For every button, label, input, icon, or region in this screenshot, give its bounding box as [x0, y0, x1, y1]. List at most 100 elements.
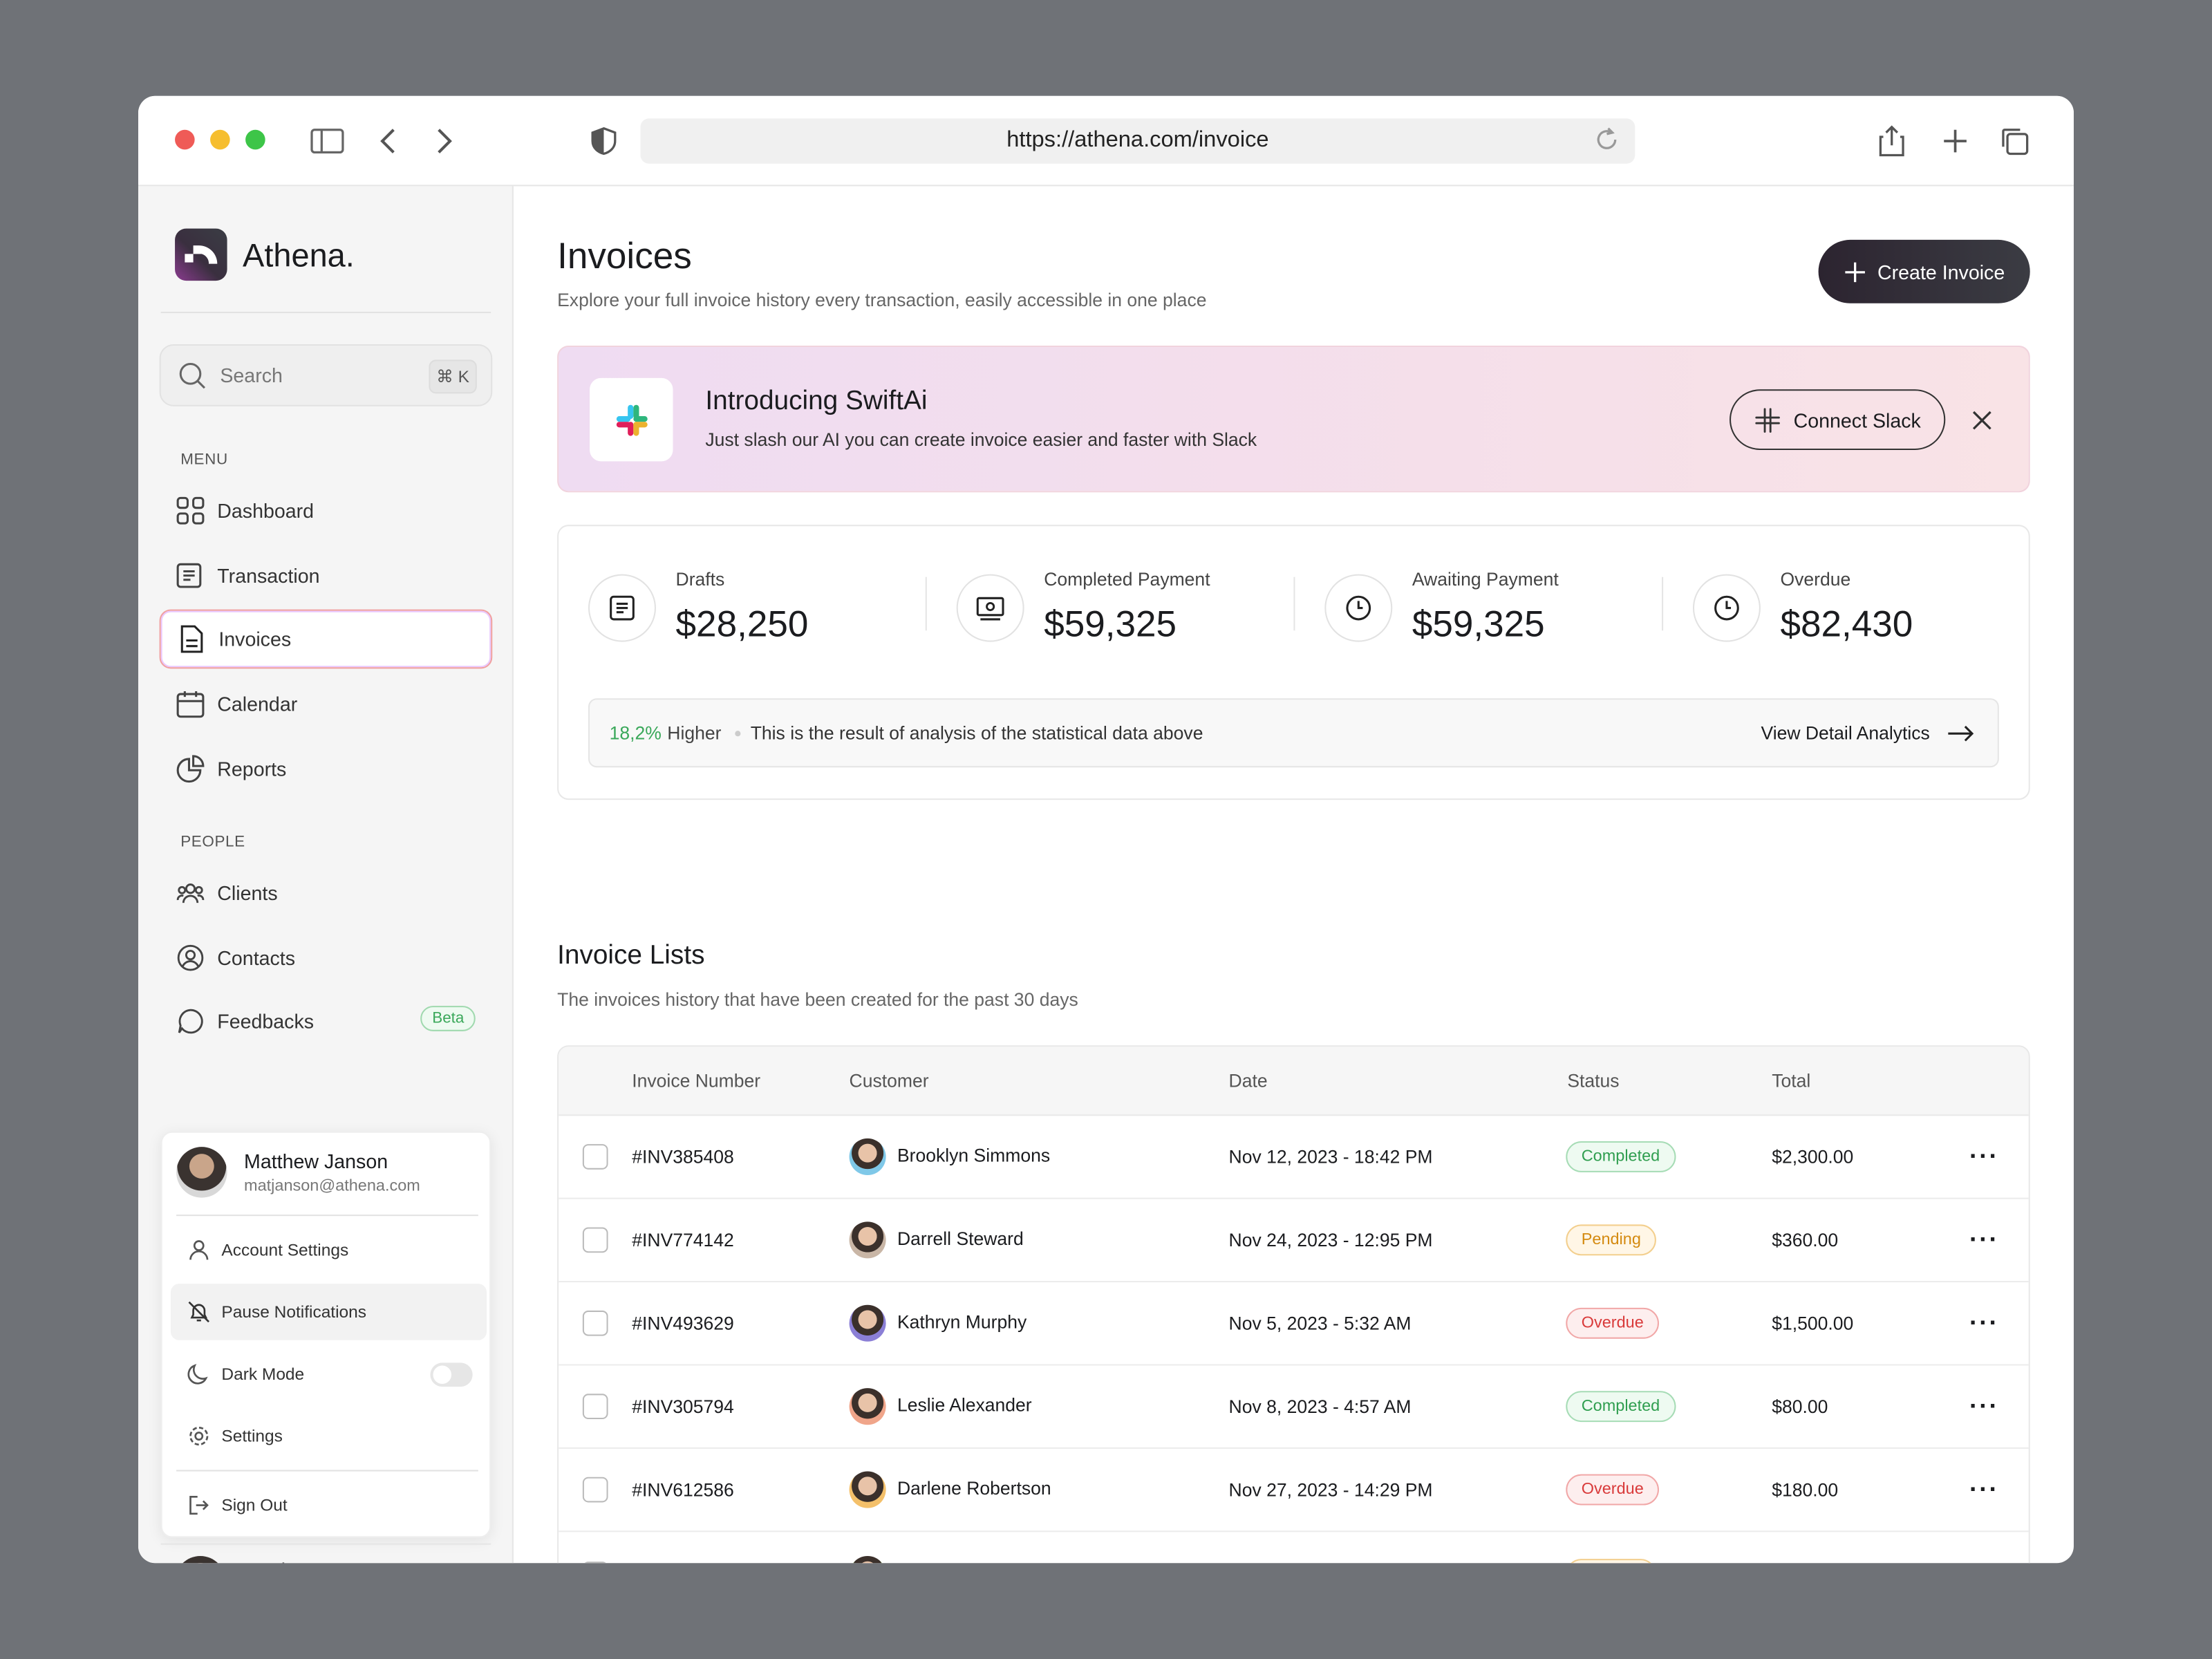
connect-slack-button[interactable]: Connect Slack — [1730, 389, 1946, 451]
grid-icon — [176, 496, 205, 525]
invoice-number[interactable]: #INV612586 — [632, 1479, 734, 1501]
pause-notifications-item[interactable]: Pause Notifications — [170, 1284, 487, 1340]
more-options-icon[interactable]: ··· — [1969, 1391, 1999, 1421]
back-icon[interactable] — [371, 124, 405, 158]
invoice-number[interactable]: #INV305794 — [632, 1396, 734, 1417]
tabs-overview-icon[interactable] — [1998, 124, 2032, 158]
stat-awaiting-payment: Awaiting Payment $59,325 — [1324, 568, 1677, 653]
invoice-number[interactable]: #INV493629 — [632, 1312, 734, 1334]
customer-name: Brooklyn Simmons — [897, 1144, 1051, 1166]
sidebar-item-transaction[interactable]: Transaction — [160, 546, 493, 606]
invoice-total: $2,300.00 — [1772, 1146, 1854, 1168]
address-bar[interactable]: https://athena.com/invoice — [640, 118, 1635, 164]
arrow-right-icon[interactable] — [1947, 724, 1975, 744]
customer: Darlene Robertson — [849, 1471, 1051, 1508]
more-options-icon[interactable]: ··· — [1969, 1142, 1999, 1170]
row-checkbox[interactable] — [582, 1144, 608, 1170]
status-badge: Pending — [1566, 1224, 1657, 1256]
customer-name: Kathryn Murphy — [897, 1311, 1027, 1333]
invoice-lists-subtitle: The invoices history that have been crea… — [557, 988, 1078, 1011]
row-checkbox[interactable] — [582, 1227, 608, 1253]
user-switcher[interactable]: Matthew Janson matjanson@athena.com — [160, 1543, 491, 1564]
view-detail-analytics-link[interactable]: View Detail Analytics — [1761, 722, 1930, 744]
avatar — [176, 1147, 227, 1198]
column-header[interactable]: Date — [1228, 1069, 1268, 1091]
sidebar-toggle-icon[interactable] — [310, 124, 344, 158]
stat-completed-payment: Completed Payment $59,325 — [956, 568, 1309, 653]
sidebar-item-label: Calendar — [217, 693, 298, 715]
invoice-number[interactable]: #INV385408 — [632, 1146, 734, 1168]
invoice-date: Nov 12, 2023 - 18:42 PM — [1228, 1146, 1433, 1168]
connect-slack-label: Connect Slack — [1793, 408, 1921, 431]
menu-heading: MENU — [180, 451, 228, 469]
search-placeholder: Search — [220, 364, 283, 387]
main-content: Invoices Explore your full invoice histo… — [514, 186, 2074, 1564]
invoice-date: Nov 5, 2023 - 5:32 AM — [1228, 1312, 1412, 1334]
invoice-date: Nov 8, 2023 - 4:57 AM — [1228, 1396, 1412, 1417]
sidebar-item-dashboard[interactable]: Dashboard — [160, 481, 493, 541]
sidebar-item-label: Dashboard — [217, 499, 315, 523]
close-window-button[interactable] — [175, 129, 195, 150]
shield-icon[interactable] — [587, 124, 621, 158]
status-badge: Overdue — [1566, 1474, 1660, 1506]
sign-out-item[interactable]: Sign Out — [171, 1477, 487, 1534]
column-header[interactable]: Status — [1567, 1069, 1620, 1091]
dark-mode-toggle[interactable] — [430, 1362, 473, 1387]
more-options-icon[interactable]: ··· — [1969, 1225, 1999, 1254]
account-settings-item[interactable]: Account Settings — [171, 1221, 487, 1278]
customer-name: Ronald Richards — [897, 1562, 1033, 1563]
share-icon[interactable] — [1875, 124, 1909, 158]
separator-dot — [735, 731, 741, 737]
create-invoice-button[interactable]: Create Invoice — [1818, 239, 2030, 303]
customer: Leslie Alexander — [849, 1388, 1032, 1425]
row-checkbox[interactable] — [582, 1561, 608, 1564]
customer: Ronald Richards — [849, 1555, 1033, 1564]
close-icon[interactable] — [1971, 409, 1994, 432]
forward-icon[interactable] — [427, 124, 461, 158]
customer: Brooklyn Simmons — [849, 1138, 1051, 1175]
minimize-window-button[interactable] — [210, 129, 230, 150]
sidebar-item-calendar[interactable]: Calendar — [160, 675, 493, 734]
maximize-window-button[interactable] — [245, 129, 265, 150]
sidebar-item-clients[interactable]: Clients — [160, 863, 493, 923]
divider — [1662, 577, 1664, 631]
search-input[interactable]: Search ⌘ K — [159, 344, 493, 406]
divider — [176, 1215, 478, 1217]
column-header[interactable]: Customer — [849, 1069, 929, 1091]
sidebar-item-feedbacks[interactable]: Feedbacks Beta — [160, 992, 493, 1051]
customer: Kathryn Murphy — [849, 1304, 1027, 1342]
user-name: Matthew Janson — [244, 1150, 388, 1172]
customer-name: Darrell Steward — [897, 1228, 1024, 1250]
menu-item-label: Sign Out — [221, 1495, 288, 1515]
column-header[interactable]: Total — [1772, 1069, 1811, 1091]
invoice-number[interactable]: #INV774142 — [632, 1229, 734, 1251]
more-options-icon[interactable]: ··· — [1969, 1559, 1999, 1563]
divider — [176, 1470, 478, 1472]
page-title: Invoices — [557, 234, 692, 276]
more-options-icon[interactable]: ··· — [1969, 1308, 1999, 1337]
stat-label: Drafts — [675, 568, 725, 590]
banner-text: Just slash our AI you can create invoice… — [705, 429, 1257, 451]
stat-value: $28,250 — [675, 602, 809, 645]
page-subtitle: Explore your full invoice history every … — [557, 289, 1207, 310]
row-checkbox[interactable] — [582, 1394, 608, 1420]
row-checkbox[interactable] — [582, 1310, 608, 1336]
document-icon — [180, 625, 203, 653]
swiftai-banner: Introducing SwiftAi Just slash our AI yo… — [557, 345, 2030, 493]
sidebar-item-label: Transaction — [217, 564, 320, 587]
settings-item[interactable]: Settings — [171, 1408, 487, 1465]
sidebar-item-reports[interactable]: Reports — [160, 739, 493, 798]
sidebar-item-contacts[interactable]: Contacts — [160, 928, 493, 988]
column-header[interactable]: Invoice Number — [632, 1069, 761, 1091]
more-options-icon[interactable]: ··· — [1969, 1474, 1999, 1503]
avatar — [849, 1138, 886, 1175]
avatar — [849, 1221, 886, 1259]
reload-icon[interactable] — [1593, 126, 1621, 171]
customer-name: Darlene Robertson — [897, 1477, 1051, 1499]
gear-icon — [189, 1426, 209, 1446]
avatar — [849, 1555, 886, 1564]
row-checkbox[interactable] — [582, 1477, 608, 1503]
avatar — [175, 1556, 226, 1564]
new-tab-icon[interactable] — [1938, 124, 1972, 158]
sidebar-item-invoices[interactable]: Invoices — [159, 609, 493, 669]
